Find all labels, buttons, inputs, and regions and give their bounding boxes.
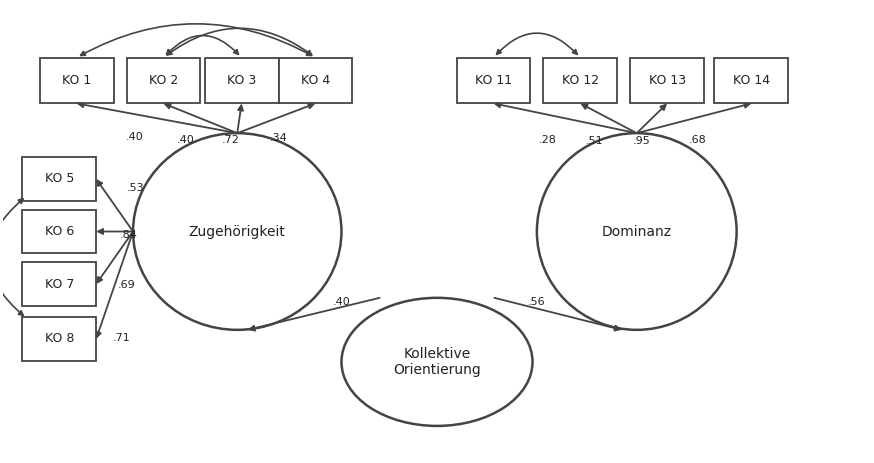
Text: .72: .72 [221, 135, 239, 145]
Text: .53: .53 [127, 183, 144, 193]
FancyBboxPatch shape [39, 58, 114, 103]
Text: .34: .34 [270, 133, 288, 143]
FancyArrowPatch shape [167, 36, 239, 54]
Text: KO 6: KO 6 [45, 225, 73, 238]
FancyBboxPatch shape [279, 58, 352, 103]
Text: KO 14: KO 14 [732, 74, 770, 87]
FancyArrowPatch shape [167, 28, 312, 55]
FancyBboxPatch shape [205, 58, 279, 103]
FancyBboxPatch shape [23, 210, 96, 253]
Text: Kollektive
Orientierung: Kollektive Orientierung [393, 347, 481, 377]
Text: KO 12: KO 12 [562, 74, 599, 87]
Text: KO 11: KO 11 [475, 74, 512, 87]
FancyBboxPatch shape [456, 58, 531, 103]
Text: KO 5: KO 5 [45, 172, 74, 185]
Ellipse shape [537, 133, 737, 330]
Text: Zugehörigkeit: Zugehörigkeit [189, 225, 286, 238]
Text: .69: .69 [118, 281, 135, 290]
Text: .95: .95 [633, 136, 651, 146]
Text: KO 3: KO 3 [227, 74, 256, 87]
Text: .51: .51 [586, 136, 604, 146]
FancyArrowPatch shape [80, 24, 311, 56]
Ellipse shape [342, 298, 532, 426]
Ellipse shape [133, 133, 342, 330]
FancyBboxPatch shape [23, 317, 96, 361]
Text: .40: .40 [126, 132, 143, 142]
Text: KO 1: KO 1 [62, 74, 91, 87]
FancyBboxPatch shape [544, 58, 617, 103]
Text: KO 2: KO 2 [149, 74, 178, 87]
FancyBboxPatch shape [714, 58, 788, 103]
Text: .68: .68 [689, 135, 706, 145]
FancyArrowPatch shape [0, 199, 23, 315]
FancyBboxPatch shape [23, 157, 96, 200]
FancyBboxPatch shape [23, 263, 96, 306]
FancyBboxPatch shape [127, 58, 200, 103]
FancyBboxPatch shape [630, 58, 704, 103]
Text: KO 4: KO 4 [301, 74, 330, 87]
Text: .56: .56 [528, 297, 545, 307]
Text: KO 7: KO 7 [45, 278, 74, 291]
Text: .40: .40 [333, 297, 350, 307]
Text: Dominanz: Dominanz [601, 225, 672, 238]
Text: .84: .84 [120, 230, 137, 240]
Text: KO 8: KO 8 [45, 332, 74, 345]
Text: KO 13: KO 13 [649, 74, 686, 87]
Text: .71: .71 [113, 332, 130, 343]
FancyArrowPatch shape [496, 33, 577, 54]
Text: .28: .28 [539, 135, 557, 145]
Text: .40: .40 [177, 135, 194, 145]
